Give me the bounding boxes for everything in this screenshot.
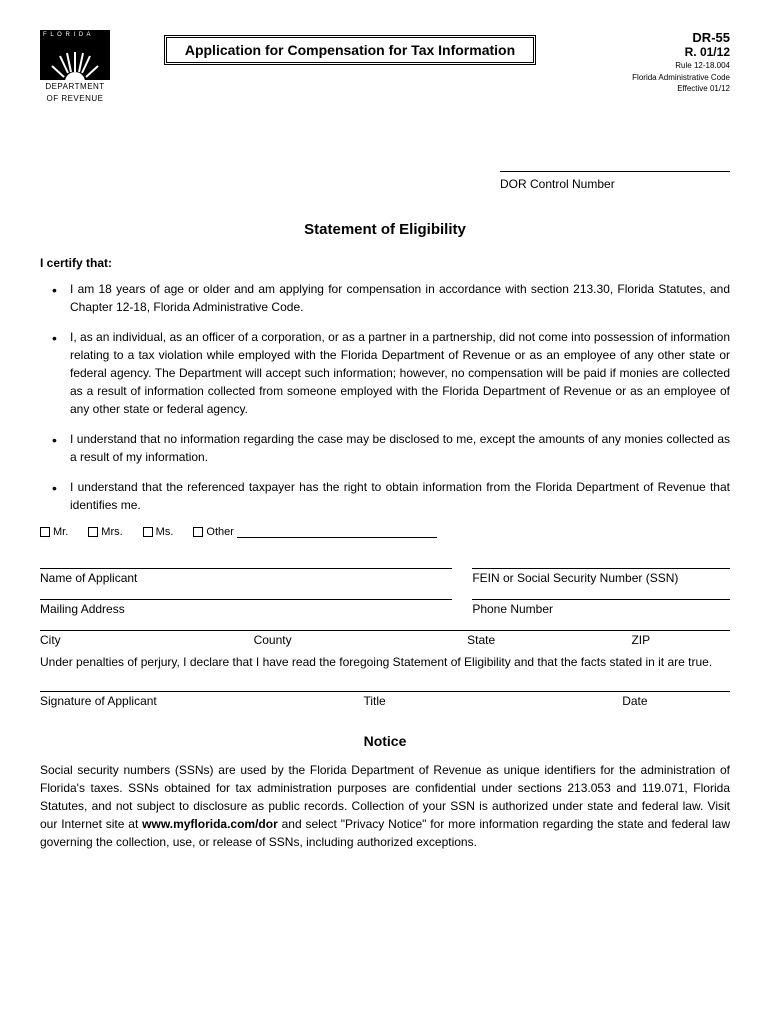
- control-number-label: DOR Control Number: [500, 177, 730, 191]
- certify-intro: I certify that:: [40, 256, 730, 270]
- bullet-item: I understand that the referenced taxpaye…: [70, 478, 730, 514]
- city-label: City: [40, 633, 254, 647]
- notice-text: Social security numbers (SSNs) are used …: [40, 761, 730, 851]
- form-metadata: DR-55 R. 01/12 Rule 12-18.004 Florida Ad…: [590, 30, 730, 94]
- checkbox-ms[interactable]: [143, 527, 153, 537]
- form-code: Florida Administrative Code: [590, 73, 730, 83]
- logo-dept-line2: OF REVENUE: [40, 94, 110, 104]
- logo-dept-line1: DEPARTMENT: [40, 82, 110, 92]
- county-label: County: [254, 633, 468, 647]
- other-input-line[interactable]: [237, 526, 437, 538]
- form-header: F L O R I D A DEPARTMENT OF REVENUE Appl…: [40, 30, 730, 103]
- bullet-item: I understand that no information regardi…: [70, 430, 730, 466]
- checkbox-mr[interactable]: [40, 527, 50, 537]
- bullet-item: I, as an individual, as an officer of a …: [70, 328, 730, 418]
- agency-logo: F L O R I D A DEPARTMENT OF REVENUE: [40, 30, 110, 103]
- name-label: Name of Applicant: [40, 571, 452, 585]
- logo-state-text: F L O R I D A: [43, 32, 91, 38]
- sun-icon: [50, 44, 100, 80]
- control-number-field: DOR Control Number: [40, 163, 730, 191]
- section-title: Statement of Eligibility: [40, 221, 730, 238]
- label-ms: Ms.: [156, 526, 174, 538]
- eligibility-bullets: I am 18 years of age or older and am app…: [40, 280, 730, 514]
- title-container: Application for Compensation for Tax Inf…: [125, 30, 575, 65]
- state-label: State: [467, 633, 631, 647]
- notice-title: Notice: [40, 733, 730, 749]
- phone-label: Phone Number: [472, 602, 730, 616]
- checkbox-mrs[interactable]: [88, 527, 98, 537]
- form-number: DR-55: [590, 30, 730, 45]
- form-rule: Rule 12-18.004: [590, 61, 730, 71]
- checkbox-other[interactable]: [193, 527, 203, 537]
- form-revision: R. 01/12: [590, 45, 730, 59]
- title-label: Title: [363, 694, 622, 708]
- bullet-item: I am 18 years of age or older and am app…: [70, 280, 730, 316]
- zip-label: ZIP: [631, 633, 730, 647]
- date-label: Date: [622, 694, 730, 708]
- form-title: Application for Compensation for Tax Inf…: [164, 35, 536, 65]
- label-mrs: Mrs.: [101, 526, 122, 538]
- form-effective: Effective 01/12: [590, 84, 730, 94]
- label-mr: Mr.: [53, 526, 68, 538]
- perjury-statement: Under penalties of perjury, I declare th…: [40, 653, 730, 671]
- label-other: Other: [206, 526, 234, 538]
- salutation-row: Mr. Mrs. Ms. Other: [40, 526, 730, 538]
- notice-url: www.myflorida.com/dor: [142, 817, 278, 831]
- mail-label: Mailing Address: [40, 602, 452, 616]
- fein-label: FEIN or Social Security Number (SSN): [472, 571, 730, 585]
- signature-label: Signature of Applicant: [40, 694, 363, 708]
